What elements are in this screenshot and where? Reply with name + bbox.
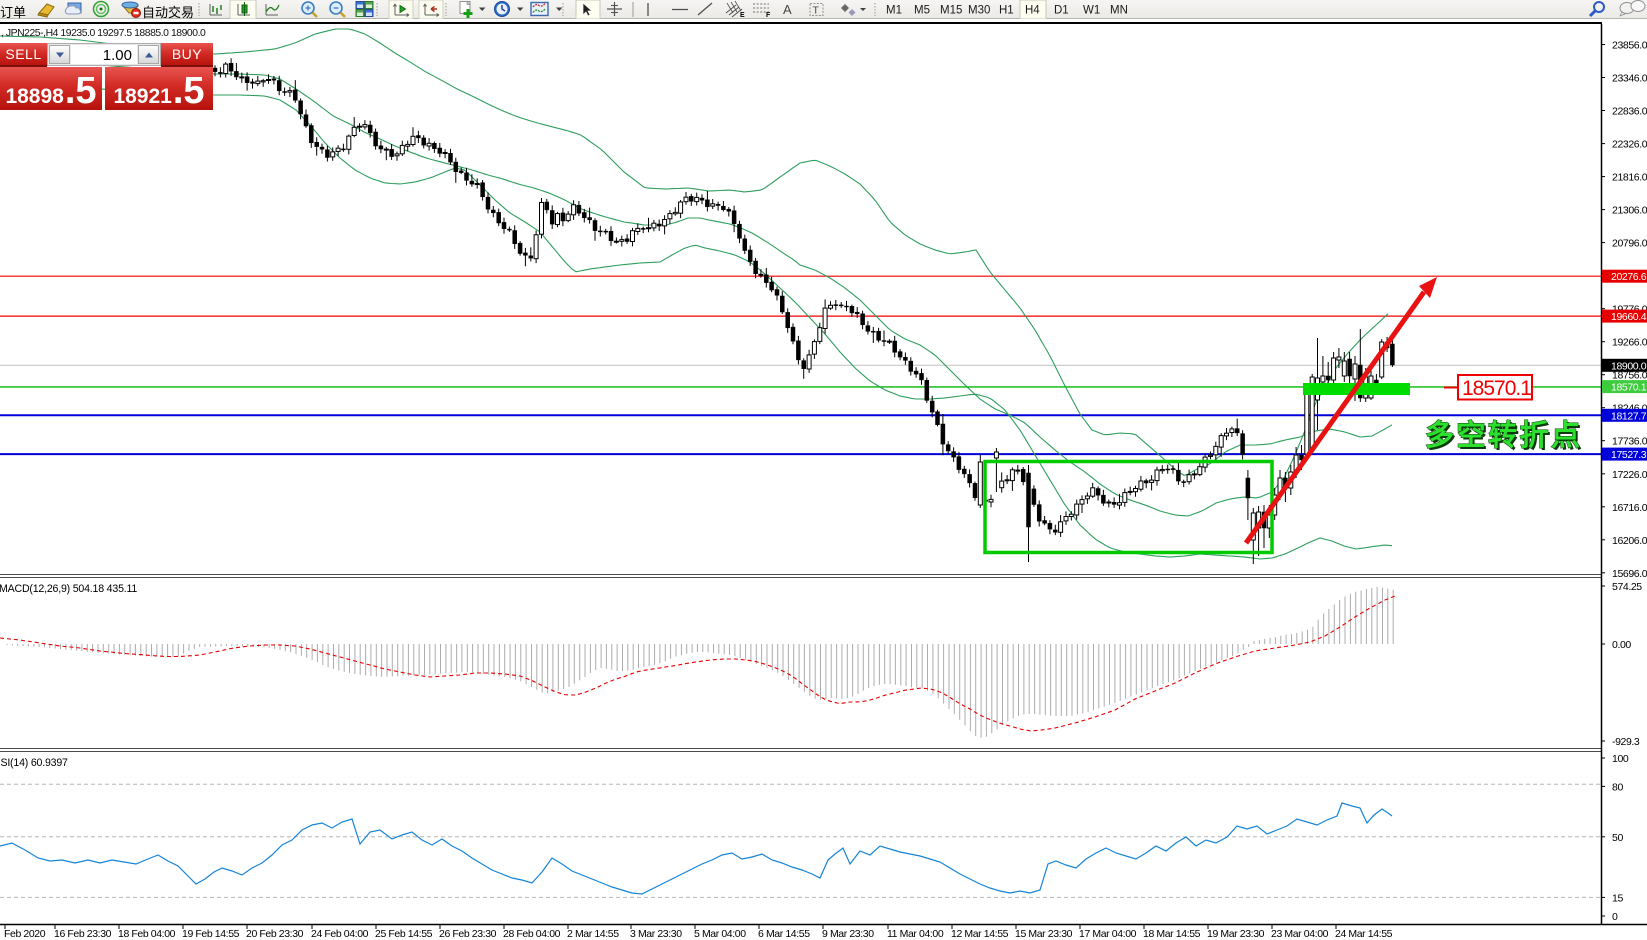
svg-text:2 Mar 14:55: 2 Mar 14:55 xyxy=(567,928,619,940)
svg-text:20276.6: 20276.6 xyxy=(1611,271,1647,283)
svg-text:D1: D1 xyxy=(1054,5,1069,17)
svg-text:23 Mar 04:00: 23 Mar 04:00 xyxy=(1271,928,1329,940)
svg-text:15 Mar 23:30: 15 Mar 23:30 xyxy=(1015,928,1073,940)
svg-text:20796.0: 20796.0 xyxy=(1612,238,1647,250)
svg-text:F: F xyxy=(766,12,771,19)
svg-text:5 Mar 04:00: 5 Mar 04:00 xyxy=(694,928,746,940)
svg-text:18 Mar 14:55: 18 Mar 14:55 xyxy=(1143,928,1201,940)
svg-text:9 Mar 23:30: 9 Mar 23:30 xyxy=(822,928,874,940)
svg-text:H4: H4 xyxy=(1025,5,1040,17)
svg-text:19266.0: 19266.0 xyxy=(1612,337,1647,349)
svg-text:17527.3: 17527.3 xyxy=(1611,449,1647,461)
svg-text:11 Mar 04:00: 11 Mar 04:00 xyxy=(887,928,944,940)
svg-text:80: 80 xyxy=(1612,781,1623,793)
svg-text:多空转折点: 多空转折点 xyxy=(1425,418,1583,452)
svg-text:17226.0: 17226.0 xyxy=(1612,469,1647,481)
svg-text:M30: M30 xyxy=(968,5,990,17)
svg-text:17 Mar 04:00: 17 Mar 04:00 xyxy=(1079,928,1137,940)
svg-text:19 Mar 23:30: 19 Mar 23:30 xyxy=(1207,928,1265,940)
svg-text:19660.4: 19660.4 xyxy=(1611,311,1647,323)
svg-text:25 Feb 14:55: 25 Feb 14:55 xyxy=(375,928,433,940)
svg-text:21306.0: 21306.0 xyxy=(1612,205,1647,217)
svg-text:M5: M5 xyxy=(914,5,930,17)
svg-text:21816.0: 21816.0 xyxy=(1612,172,1647,184)
svg-text:MN: MN xyxy=(1110,5,1128,17)
svg-text:18756.0: 18756.0 xyxy=(1612,370,1647,382)
svg-text:26 Feb 23:30: 26 Feb 23:30 xyxy=(439,928,497,940)
svg-text:W1: W1 xyxy=(1083,5,1100,17)
svg-text:15: 15 xyxy=(1612,892,1623,904)
svg-text:18570.1: 18570.1 xyxy=(1462,377,1531,400)
svg-text:0: 0 xyxy=(1612,911,1618,923)
svg-text:16206.0: 16206.0 xyxy=(1612,535,1647,547)
svg-text:, JPN225-,H4 19235.0 19297.5: , JPN225-,H4 19235.0 19297.5 18885.0 189… xyxy=(1,28,206,39)
svg-text:6 Mar 14:55: 6 Mar 14:55 xyxy=(758,928,810,940)
svg-text:多空转折点: 多空转折点 xyxy=(1427,420,1585,454)
svg-text:22326.0: 22326.0 xyxy=(1612,139,1647,151)
svg-text:15696.0: 15696.0 xyxy=(1612,568,1647,580)
svg-text:18127.7: 18127.7 xyxy=(1611,410,1647,422)
svg-text:M1: M1 xyxy=(886,5,902,17)
svg-text:23346.0: 23346.0 xyxy=(1612,73,1647,85)
svg-text:MACD(12,26,9) 504.18 435.11: MACD(12,26,9) 504.18 435.11 xyxy=(0,583,137,595)
svg-text:0.00: 0.00 xyxy=(1612,639,1631,651)
svg-text:50: 50 xyxy=(1612,832,1623,844)
svg-text:17736.0: 17736.0 xyxy=(1612,436,1647,448)
svg-text:16716.0: 16716.0 xyxy=(1612,502,1647,514)
svg-text:-929.3: -929.3 xyxy=(1612,736,1640,748)
svg-text:22836.0: 22836.0 xyxy=(1612,106,1647,118)
svg-text:3 Mar 23:30: 3 Mar 23:30 xyxy=(630,928,682,940)
svg-text:18900.0: 18900.0 xyxy=(1611,360,1647,372)
svg-text:19 Feb 14:55: 19 Feb 14:55 xyxy=(182,928,240,940)
svg-text:M15: M15 xyxy=(940,5,962,17)
svg-text:18 Feb 04:00: 18 Feb 04:00 xyxy=(118,928,176,940)
svg-text:24 Feb 04:00: 24 Feb 04:00 xyxy=(311,928,369,940)
svg-text:T: T xyxy=(813,5,820,17)
svg-text:A: A xyxy=(783,2,792,17)
svg-text:H1: H1 xyxy=(999,5,1014,17)
svg-text:28 Feb 04:00: 28 Feb 04:00 xyxy=(503,928,561,940)
svg-text:20 Feb 23:30: 20 Feb 23:30 xyxy=(246,928,304,940)
svg-text:Feb 2020: Feb 2020 xyxy=(4,928,46,940)
svg-text:E: E xyxy=(740,12,745,19)
svg-text:16 Feb 23:30: 16 Feb 23:30 xyxy=(54,928,112,940)
svg-text:18570.1: 18570.1 xyxy=(1611,382,1647,394)
svg-text:RSI(14) 60.9397: RSI(14) 60.9397 xyxy=(0,757,68,769)
svg-text:24 Mar 14:55: 24 Mar 14:55 xyxy=(1335,928,1393,940)
svg-text:100: 100 xyxy=(1612,753,1629,765)
svg-text:12 Mar 14:55: 12 Mar 14:55 xyxy=(951,928,1009,940)
svg-text:574.25: 574.25 xyxy=(1612,581,1642,593)
svg-text:23856.0: 23856.0 xyxy=(1612,40,1647,52)
